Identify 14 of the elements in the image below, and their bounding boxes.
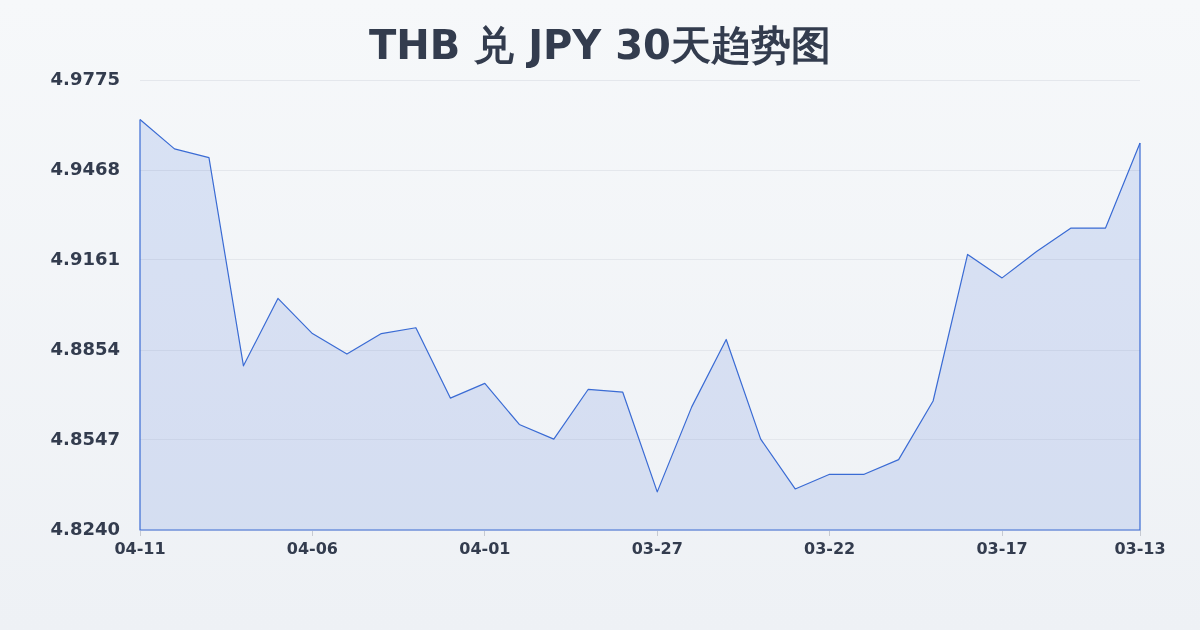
- y-tick-label: 4.8240: [50, 517, 120, 539]
- y-tick-label: 4.8547: [50, 427, 120, 449]
- y-tick-label: 4.9775: [50, 67, 120, 89]
- y-tick-label: 4.9161: [50, 247, 120, 269]
- x-tick-label: 04-06: [286, 538, 338, 558]
- x-tick-label: 03-17: [976, 538, 1028, 558]
- chart-title: THB 兑 JPY 30天趋势图: [369, 22, 831, 68]
- x-tick-label: 04-11: [114, 538, 166, 558]
- x-tick-label: 03-22: [804, 538, 856, 558]
- y-tick-label: 4.9468: [50, 157, 120, 179]
- x-tick-label: 03-27: [631, 538, 683, 558]
- y-tick-label: 4.8854: [50, 337, 120, 359]
- x-tick-label: 04-01: [459, 538, 511, 558]
- x-tick-label: 03-13: [1114, 538, 1166, 558]
